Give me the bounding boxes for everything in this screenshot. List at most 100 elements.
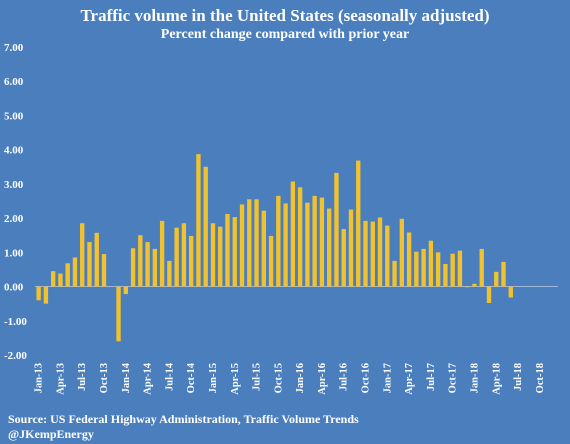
chart-title: Traffic volume in the United States (sea… — [80, 6, 490, 25]
x-tick-label: Apr-18 — [491, 363, 502, 395]
x-tick-label: Jan-15 — [208, 363, 219, 393]
x-tick-label: Oct-13 — [99, 363, 110, 393]
bar — [58, 273, 63, 287]
x-tick-label: Oct-17 — [448, 363, 459, 393]
x-tick-label: Jul-17 — [426, 363, 437, 391]
bar — [203, 166, 208, 287]
x-tick-label: Oct-16 — [361, 363, 372, 393]
bar — [130, 248, 136, 287]
bar — [101, 254, 107, 287]
bar — [370, 221, 375, 287]
bar — [94, 232, 99, 287]
x-tick-label: Apr-13 — [55, 363, 66, 395]
bar — [435, 252, 441, 287]
x-tick-label: Jan-14 — [121, 362, 132, 393]
bar — [268, 235, 274, 287]
x-tick-label: Jul-14 — [164, 362, 175, 391]
y-tick-label: -2.00 — [4, 350, 27, 362]
bar — [145, 242, 150, 287]
y-tick-label: 2.00 — [4, 213, 24, 225]
y-tick-label: 7.00 — [4, 42, 24, 54]
x-tick-label: Oct-18 — [535, 363, 546, 393]
bar — [421, 248, 426, 287]
bar — [72, 257, 78, 287]
bar — [305, 202, 310, 287]
x-tick-label: Apr-17 — [404, 363, 415, 395]
bar — [312, 195, 317, 287]
bar — [486, 286, 492, 303]
bar — [188, 235, 194, 287]
bar — [377, 217, 383, 287]
bar — [406, 232, 412, 287]
bar — [138, 235, 143, 287]
x-tick-label: Apr-15 — [230, 363, 241, 395]
y-tick-label: 4.00 — [4, 145, 24, 157]
bar — [457, 250, 463, 287]
bar — [152, 248, 158, 287]
bar — [159, 220, 165, 287]
bar — [196, 154, 201, 287]
bar — [123, 286, 128, 295]
bar — [392, 260, 397, 287]
y-tick-label: 1.00 — [4, 247, 24, 259]
x-tick-label: Jul-18 — [513, 363, 524, 391]
bar — [363, 220, 368, 287]
bar — [428, 240, 434, 287]
bar — [218, 226, 223, 287]
x-tick-label: Oct-15 — [273, 363, 284, 393]
x-tick-label: Jan-17 — [382, 363, 393, 393]
chart-subtitle: Percent change compared with prior year — [160, 27, 410, 42]
bar — [36, 286, 41, 301]
bar — [348, 209, 354, 287]
bar — [247, 199, 252, 287]
bar — [479, 248, 484, 287]
bar — [356, 160, 361, 287]
bar — [87, 242, 92, 287]
bar — [254, 199, 259, 287]
bar — [297, 187, 303, 287]
bar — [501, 261, 506, 287]
y-tick-label: 5.00 — [4, 110, 24, 122]
bar — [327, 208, 332, 287]
bar — [508, 286, 513, 298]
bar — [399, 218, 405, 287]
bar — [225, 214, 230, 287]
y-tick-label: 3.00 — [4, 179, 24, 191]
bar — [276, 195, 281, 287]
bar — [385, 225, 390, 287]
source-note: Source: US Federal Highway Administratio… — [8, 412, 359, 426]
bar — [116, 286, 121, 342]
x-tick-label: Jan-13 — [34, 363, 45, 393]
bar — [167, 260, 172, 287]
bar — [261, 210, 266, 287]
bar — [341, 229, 346, 287]
bar — [65, 263, 70, 287]
bar — [450, 253, 455, 287]
bar — [210, 223, 216, 287]
bar — [80, 223, 85, 287]
bar — [465, 286, 470, 288]
bar — [472, 283, 477, 287]
bar — [283, 203, 288, 287]
y-tick-label: 0.00 — [4, 282, 24, 294]
bar — [290, 181, 296, 287]
bar — [181, 223, 187, 287]
bar — [43, 286, 49, 304]
credit-handle: @JKempEnergy — [8, 427, 94, 441]
x-tick-label: Apr-16 — [317, 363, 328, 395]
x-tick-label: Jul-13 — [77, 363, 88, 391]
bar — [319, 197, 325, 287]
x-tick-label: Jul-15 — [252, 363, 263, 391]
bar — [239, 204, 245, 287]
x-tick-label: Apr-14 — [143, 362, 154, 394]
bar — [174, 227, 179, 287]
x-tick-label: Oct-14 — [186, 362, 197, 393]
y-tick-label: 6.00 — [4, 76, 24, 88]
bar — [443, 263, 448, 287]
bar — [414, 251, 419, 287]
bar — [494, 271, 499, 287]
y-tick-label: -1.00 — [4, 316, 27, 328]
bar — [50, 271, 56, 287]
